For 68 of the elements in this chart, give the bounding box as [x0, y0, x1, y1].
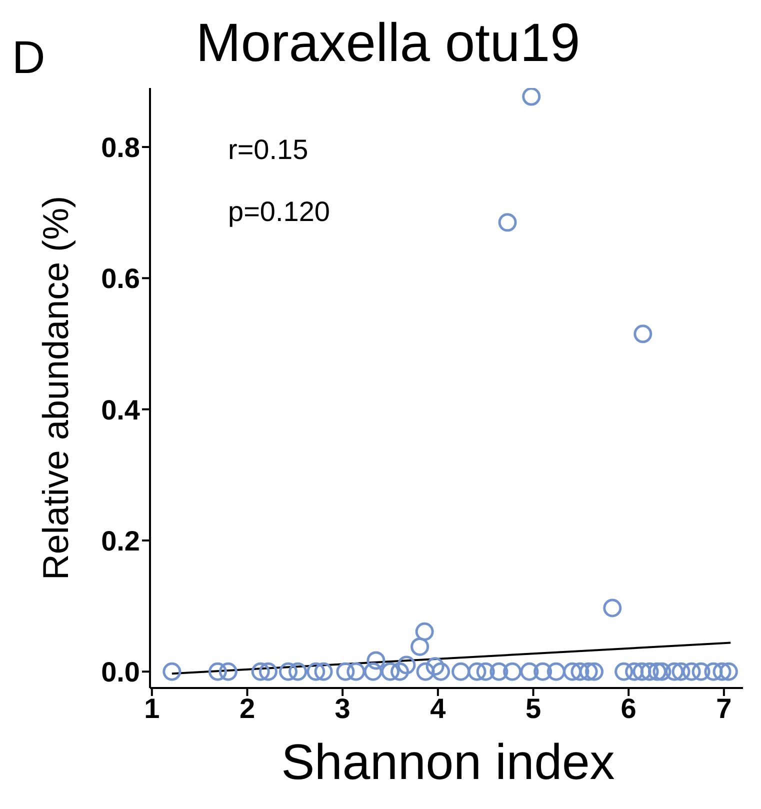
point: [336, 662, 355, 681]
point: [366, 651, 386, 670]
x-tick-label: 1: [144, 692, 160, 724]
point: [251, 662, 270, 681]
y-tick-label: 0.4: [101, 394, 140, 426]
x-tick-label: 6: [620, 692, 636, 724]
point: [476, 662, 495, 681]
point: [468, 662, 486, 681]
point: [579, 662, 598, 681]
point: [563, 662, 582, 681]
point: [585, 662, 604, 681]
annotation: r=0.15: [228, 134, 308, 166]
point: [278, 662, 298, 681]
point: [632, 662, 652, 681]
x-axis-title: Shannon index: [281, 733, 615, 791]
point: [522, 88, 541, 106]
point: [410, 637, 430, 656]
point: [346, 662, 366, 681]
point: [634, 324, 652, 344]
point: [208, 662, 227, 681]
annotation: p=0.120: [228, 196, 330, 228]
point: [452, 662, 470, 681]
point: [672, 662, 690, 681]
x-tick-label: 4: [430, 692, 446, 724]
point: [397, 656, 416, 674]
point: [364, 662, 382, 681]
point: [682, 662, 701, 681]
point: [498, 213, 517, 232]
point: [640, 662, 659, 681]
y-tick-label: 0.0: [101, 656, 140, 688]
y-tick-label: 0.6: [101, 263, 140, 294]
point: [416, 662, 435, 681]
point: [314, 662, 333, 681]
point: [432, 662, 450, 681]
point: [665, 662, 684, 681]
point: [692, 662, 710, 681]
point: [625, 662, 644, 681]
point: [520, 662, 539, 681]
point: [288, 662, 308, 681]
point: [534, 662, 552, 681]
x-tick-label: 2: [239, 692, 256, 724]
x-tick-label: 3: [334, 692, 350, 724]
point: [390, 662, 410, 681]
point: [162, 662, 182, 681]
point: [719, 662, 738, 681]
point: [503, 662, 522, 681]
x-tick-label: 7: [716, 692, 732, 724]
point: [652, 662, 672, 681]
point: [490, 662, 508, 681]
text: D: [12, 30, 46, 84]
point: [704, 662, 723, 681]
y-tick-label: 0.2: [101, 525, 140, 556]
y-axis-title: Relative abundance (%): [35, 196, 77, 580]
y-tick-label: 0.8: [101, 132, 140, 163]
point: [306, 662, 326, 681]
x-tick-label: 5: [525, 692, 542, 724]
point: [218, 662, 238, 681]
chart-title: Moraxella otu19: [194, 12, 582, 74]
point: [712, 662, 732, 681]
point: [570, 662, 590, 681]
point: [381, 662, 400, 681]
point: [426, 657, 444, 676]
point: [415, 622, 434, 641]
point: [614, 662, 634, 681]
point: [546, 662, 566, 681]
point: [258, 662, 278, 681]
point: [603, 598, 622, 618]
point: [648, 662, 666, 681]
